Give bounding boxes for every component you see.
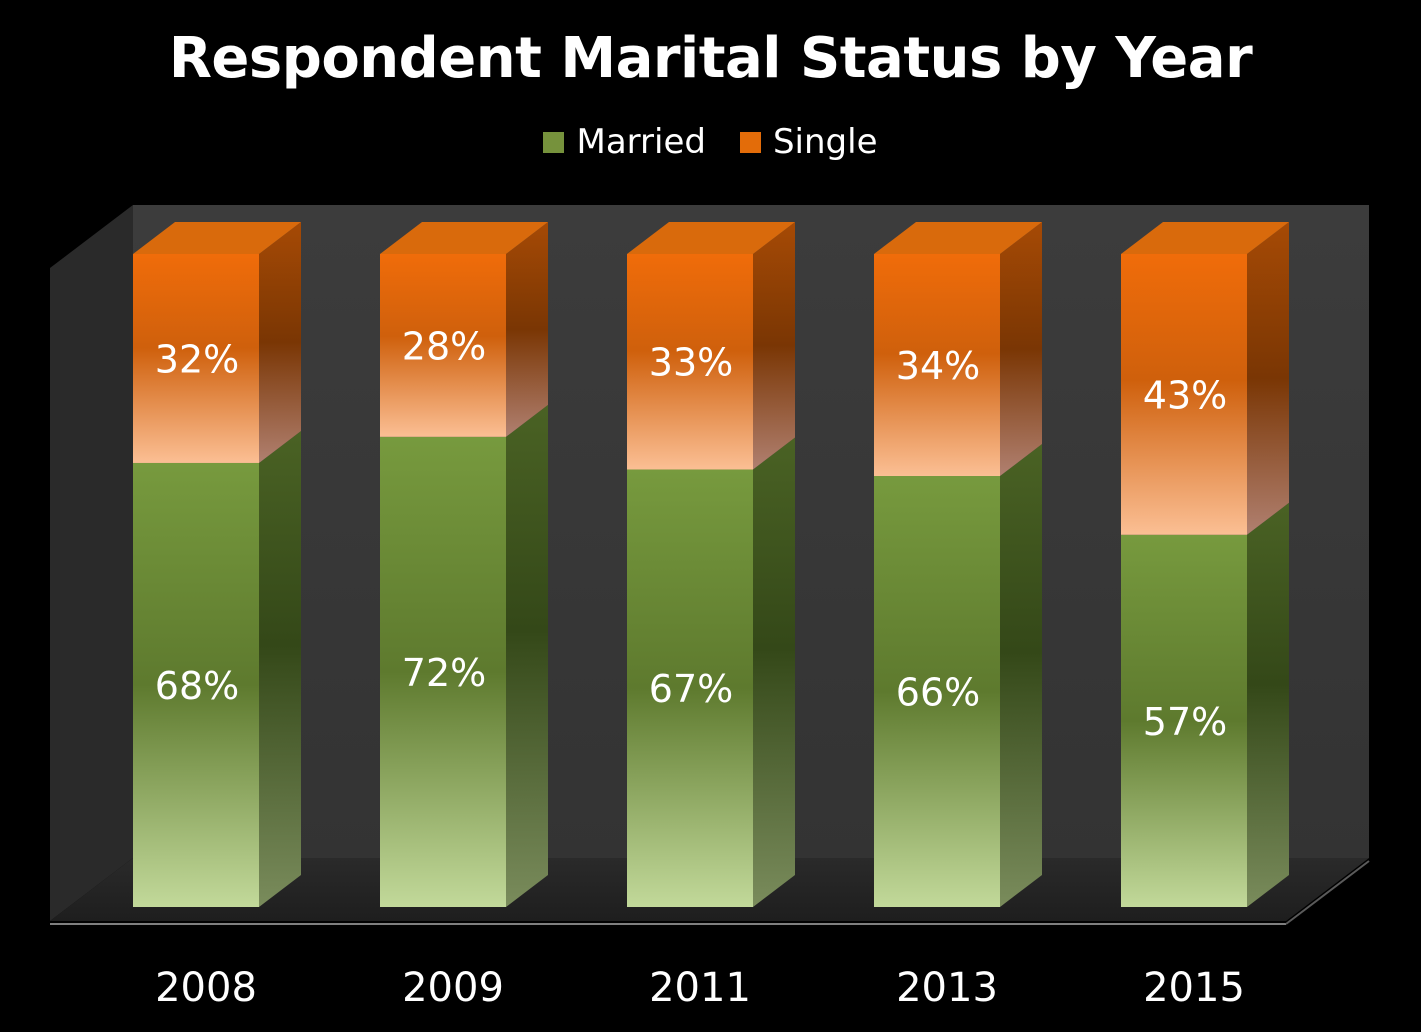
data-label-married-2008: 68% bbox=[155, 664, 239, 708]
bar-front-single-2011 bbox=[627, 254, 753, 470]
bar-side-married-2011 bbox=[753, 437, 795, 907]
bar-married-2011 bbox=[627, 437, 795, 907]
data-label-single-2008: 32% bbox=[155, 337, 239, 381]
legend-label-single: Single bbox=[772, 122, 878, 162]
bar-side-married-2015 bbox=[1247, 502, 1289, 907]
bar-single-2009 bbox=[380, 222, 548, 437]
bar-top-2008 bbox=[133, 222, 301, 254]
chart-title: Respondent Marital Status by Year bbox=[168, 26, 1253, 91]
bar-front-married-2009 bbox=[380, 436, 506, 907]
bar-side-single-2011 bbox=[753, 222, 795, 470]
chart-x-axis: 2008 2009 2011 2013 2015 bbox=[155, 965, 1245, 1011]
legend: Married Single bbox=[0, 122, 1421, 162]
bar-single-2011 bbox=[627, 222, 795, 470]
bar-front-married-2015 bbox=[1121, 534, 1247, 907]
bar-front-single-2013 bbox=[874, 254, 1000, 477]
side-wall bbox=[50, 205, 133, 921]
bar-top-2013 bbox=[874, 222, 1042, 254]
data-label-married-2015: 57% bbox=[1143, 700, 1227, 744]
legend-entry-married: Married bbox=[543, 122, 706, 162]
bar-front-married-2013 bbox=[874, 476, 1000, 907]
chart-data-labels: 68% 32% 72% 28% 67% 33% 66% 34% 57% 43% bbox=[155, 324, 1227, 743]
bar-side-single-2015 bbox=[1247, 222, 1289, 535]
bar-married-2015 bbox=[1121, 502, 1289, 907]
bar-top-2009 bbox=[380, 222, 548, 254]
legend-swatch-married bbox=[543, 131, 565, 153]
data-label-single-2009: 28% bbox=[402, 324, 486, 368]
bar-side-married-2008 bbox=[259, 430, 301, 907]
x-tick-2013: 2013 bbox=[896, 965, 998, 1011]
data-label-single-2015: 43% bbox=[1143, 373, 1227, 417]
bar-married-2013 bbox=[874, 444, 1042, 907]
bar-front-single-2008 bbox=[133, 254, 259, 463]
legend-entry-single: Single bbox=[739, 122, 878, 162]
bar-single-2008 bbox=[133, 222, 301, 463]
bar-front-married-2008 bbox=[133, 462, 259, 907]
x-tick-2009: 2009 bbox=[402, 965, 504, 1011]
bar-side-single-2013 bbox=[1000, 222, 1042, 477]
bar-side-married-2013 bbox=[1000, 444, 1042, 907]
data-label-married-2013: 66% bbox=[896, 671, 980, 715]
data-label-single-2013: 34% bbox=[896, 344, 980, 388]
bar-front-single-2015 bbox=[1121, 254, 1247, 535]
data-label-single-2011: 33% bbox=[649, 341, 733, 385]
bar-married-2008 bbox=[133, 430, 301, 907]
bar-side-single-2009 bbox=[506, 222, 548, 437]
bar-side-single-2008 bbox=[259, 222, 301, 463]
bar-front-single-2009 bbox=[380, 254, 506, 437]
bar-top-2011 bbox=[627, 222, 795, 254]
bar-top-2015 bbox=[1121, 222, 1289, 254]
chart-bars bbox=[133, 222, 1289, 907]
data-label-married-2009: 72% bbox=[402, 651, 486, 695]
x-tick-2011: 2011 bbox=[649, 965, 751, 1011]
bar-front-married-2011 bbox=[627, 469, 753, 907]
bar-married-2009 bbox=[380, 404, 548, 907]
bar-single-2013 bbox=[874, 222, 1042, 477]
legend-label-married: Married bbox=[576, 122, 706, 162]
data-label-married-2011: 67% bbox=[649, 667, 733, 711]
floor-edge-side bbox=[1285, 860, 1370, 925]
x-tick-2015: 2015 bbox=[1143, 965, 1245, 1011]
bar-single-2015 bbox=[1121, 222, 1289, 535]
legend-swatch-single bbox=[739, 131, 761, 153]
bar-side-married-2009 bbox=[506, 404, 548, 907]
x-tick-2008: 2008 bbox=[155, 965, 257, 1011]
